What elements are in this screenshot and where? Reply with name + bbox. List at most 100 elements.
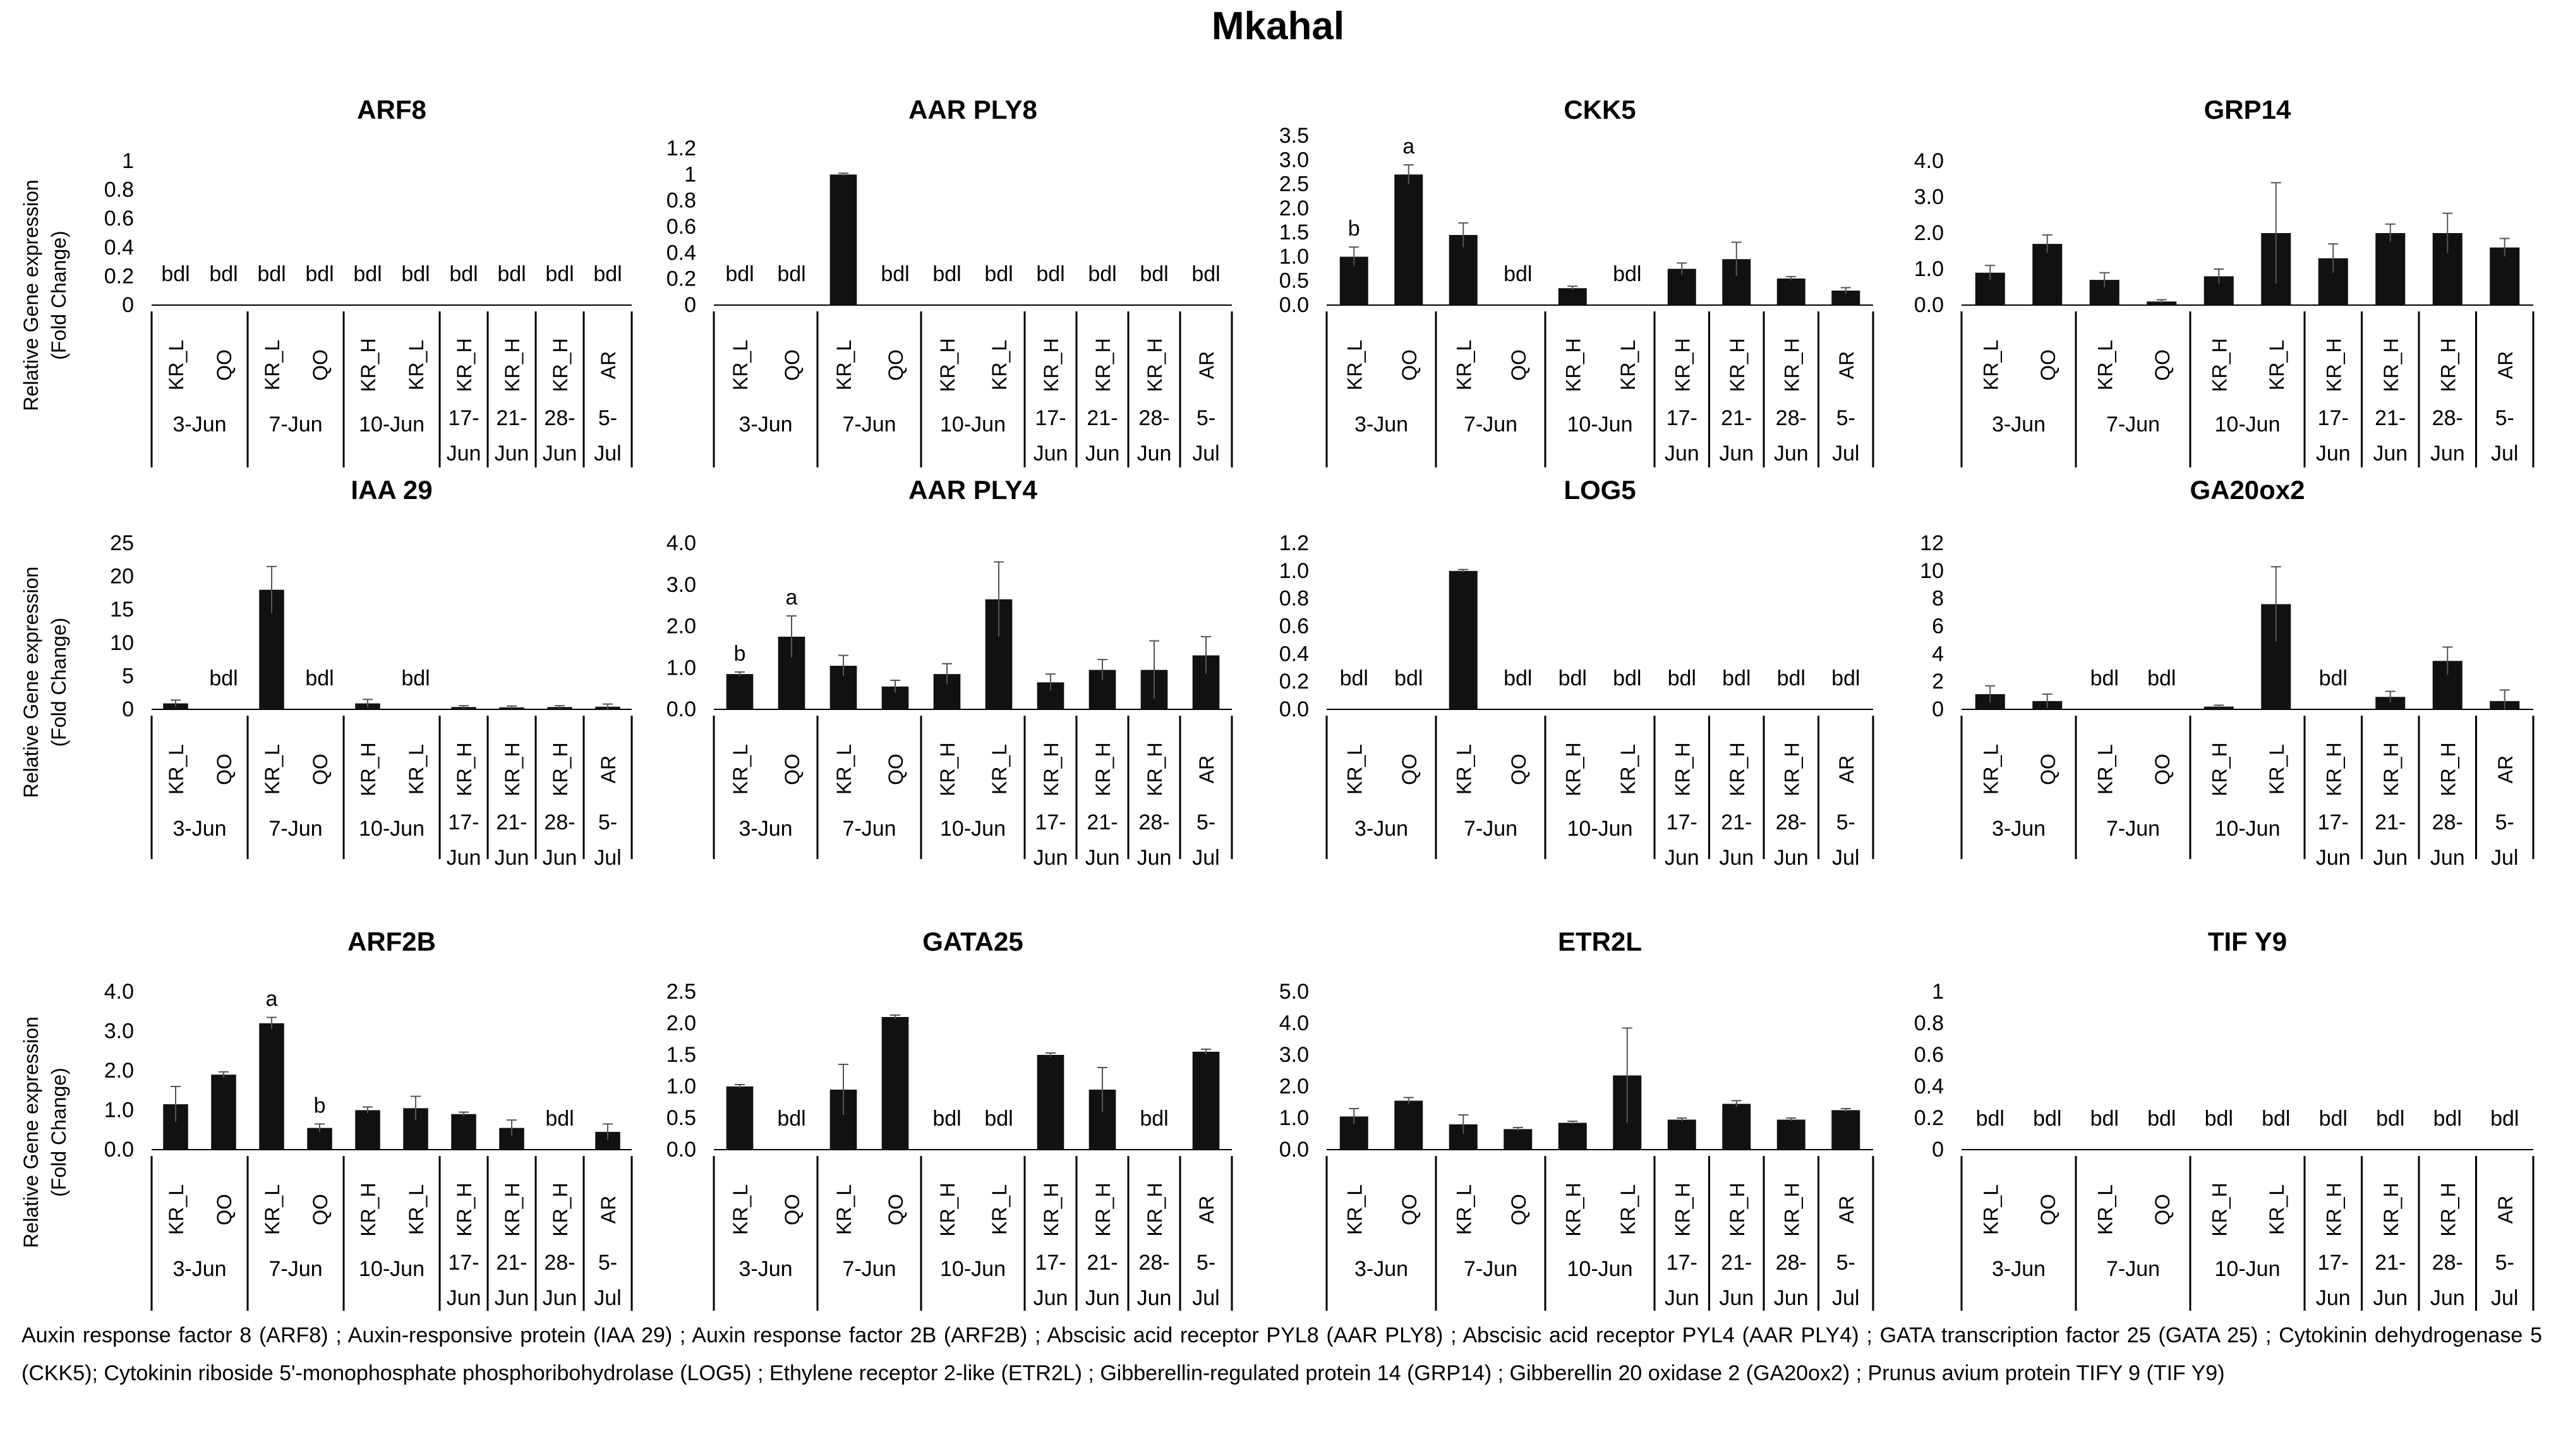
group-label: 17-Jun [2316, 406, 2351, 466]
group-label: 10-Jun [359, 817, 425, 841]
y-tick-label: 2 [1932, 670, 1944, 694]
group-label: 3-Jun [1992, 412, 2046, 436]
bdl-label: bdl [1831, 666, 1860, 690]
chart-panel-log5: LOG5 0.0 0.2 0.4 0.6 0.8 1.0 1.2 3-Jun 7-Jun 10-Ju… [1279, 475, 1874, 870]
y-tick-label: 4 [1932, 642, 1944, 666]
category-label: KR_H [1143, 338, 1166, 392]
bdl-label: bdl [305, 262, 334, 286]
category-label: QO [884, 1194, 907, 1225]
category-label: QO [884, 349, 907, 381]
bar [726, 674, 754, 709]
category-label: KR_H [1780, 742, 1803, 796]
y-tick-label: 0.2 [1279, 670, 1309, 694]
category-label: KR_H [549, 1182, 572, 1236]
category-label: KR_L [833, 744, 855, 795]
y-tick-label: 1.5 [666, 1043, 696, 1067]
category-label: KR_L [1979, 1184, 2002, 1235]
group-label: 10-Jun [1567, 1257, 1633, 1281]
group-label: 17-Jun [2316, 810, 2351, 870]
group-label: 10-Jun [940, 412, 1006, 436]
y-tick-label: 0.0 [1279, 293, 1309, 317]
group-label: 5-Jul [2491, 810, 2518, 870]
group-label: 5-Jul [1192, 406, 1219, 466]
y-tick-label: 2.5 [1279, 172, 1309, 196]
y-tick-label: 0.8 [1279, 587, 1309, 611]
category-label: KR_H [453, 338, 476, 392]
bar [1504, 1129, 1533, 1150]
bdl-label: bdl [2205, 1107, 2233, 1131]
y-tick-label: 0.4 [1914, 1074, 1944, 1098]
chart-panel-arf2b: ARF2B Relative Gene expression (Fold Chang… [20, 927, 633, 1311]
y-tick-label: 0.8 [104, 178, 134, 202]
y-tick-label: 10 [1920, 559, 1944, 583]
category-label: KR_H [2208, 742, 2231, 796]
bdl-label: bdl [305, 666, 334, 690]
category-label: KR_H [936, 1182, 959, 1236]
category-label: KR_H [2380, 1182, 2402, 1236]
bdl-label: bdl [1722, 666, 1751, 690]
category-label: KR_H [2208, 1182, 2231, 1236]
y-tick-label: 4.0 [104, 980, 134, 1004]
group-label: 5-Jul [2491, 1251, 2518, 1310]
bar [1558, 288, 1587, 305]
category-label: QO [1398, 754, 1421, 785]
bdl-label: bdl [2090, 666, 2119, 690]
y-tick-label: 0.0 [666, 1138, 696, 1162]
bdl-label: bdl [984, 262, 1013, 286]
category-label: KR_H [1040, 338, 1063, 392]
group-label: 7-Jun [2106, 1257, 2160, 1281]
category-label: KR_H [453, 1182, 476, 1236]
group-label: 17-Jun [1665, 810, 1699, 870]
y-tick-label: 0 [122, 293, 134, 317]
significance-letter: b [734, 642, 746, 666]
y-tick-label: 1.0 [666, 1074, 696, 1098]
y-tick-label: 3.0 [104, 1020, 134, 1044]
group-label: 28-Jun [1774, 406, 1809, 466]
group-label: 28-Jun [543, 1251, 577, 1310]
bdl-label: bdl [353, 262, 382, 286]
bdl-label: bdl [2090, 1107, 2119, 1131]
y-tick-label: 5 [122, 664, 134, 688]
category-label: KR_H [2437, 742, 2459, 796]
category-label: KR_L [1452, 340, 1475, 390]
group-label: 28-Jun [2430, 406, 2465, 466]
category-label: KR_H [2322, 338, 2345, 392]
y-tick-label: 2.0 [666, 1011, 696, 1035]
bdl-label: bdl [2433, 1107, 2462, 1131]
bdl-label: bdl [2147, 666, 2176, 690]
category-label: KR_L [1343, 1184, 1366, 1235]
group-label: 3-Jun [172, 1257, 226, 1281]
category-label: QO [1507, 349, 1530, 381]
group-label: 3-Jun [1354, 817, 1408, 841]
bdl-label: bdl [497, 262, 526, 286]
category-label: KR_L [261, 1184, 284, 1235]
group-label: 10-Jun [359, 1257, 425, 1281]
category-label: AR [1835, 1196, 1858, 1224]
y-tick-label: 2.0 [1279, 196, 1309, 220]
category-label: KR_H [357, 338, 380, 392]
group-label: 28-Jun [543, 810, 577, 870]
category-label: AR [1195, 351, 1218, 379]
group-label: 3-Jun [1992, 1257, 2046, 1281]
bdl-label: bdl [984, 1107, 1013, 1131]
chart-panel-gata25: GATA25 0.0 0.5 1.0 1.5 2.0 2.5 3-Jun 7-Jun 10-Jun… [666, 927, 1233, 1311]
y-tick-label: 8 [1932, 587, 1944, 611]
bar [1667, 268, 1696, 305]
category-label: QO [2037, 1194, 2059, 1225]
chart-panel-iaa-29: IAA 29 Relative Gene expression (Fold Chan… [20, 475, 633, 870]
chart-title: AAR PLY8 [908, 95, 1037, 124]
category-label: AR [1835, 755, 1858, 783]
bdl-label: bdl [161, 262, 190, 286]
y-axis-label: Relative Gene expression (Fold Change) [20, 179, 70, 411]
y-tick-label: 20 [110, 565, 134, 589]
group-label: 10-Jun [2215, 1257, 2281, 1281]
category-label: QO [781, 1194, 804, 1225]
category-label: AR [597, 1196, 620, 1224]
category-label: KR_H [1671, 338, 1694, 392]
y-tick-label: 0.6 [666, 215, 696, 239]
category-label: KR_L [165, 340, 188, 390]
group-label: 10-Jun [2215, 817, 2281, 841]
group-label: 7-Jun [1464, 817, 1517, 841]
category-label: AR [2494, 1196, 2517, 1224]
y-tick-label: 0.0 [1914, 293, 1944, 317]
